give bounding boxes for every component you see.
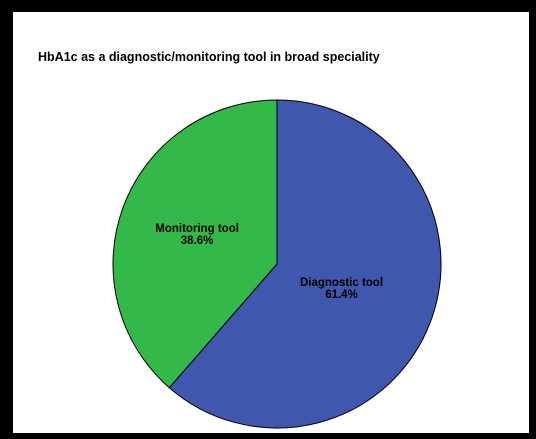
pie-slice-monitoring-tool [112,99,278,389]
slice-value-diagnostic-tool: 61.4% [325,289,358,301]
pie-slice-diagnostic-tool [168,99,442,429]
slice-label-monitoring-tool: Monitoring tool [155,223,239,235]
slice-label-diagnostic-tool: Diagnostic tool [300,277,383,289]
slice-value-monitoring-tool: 38.6% [181,235,214,247]
chart-title: HbA1c as a diagnostic/monitoring tool in… [38,50,380,64]
